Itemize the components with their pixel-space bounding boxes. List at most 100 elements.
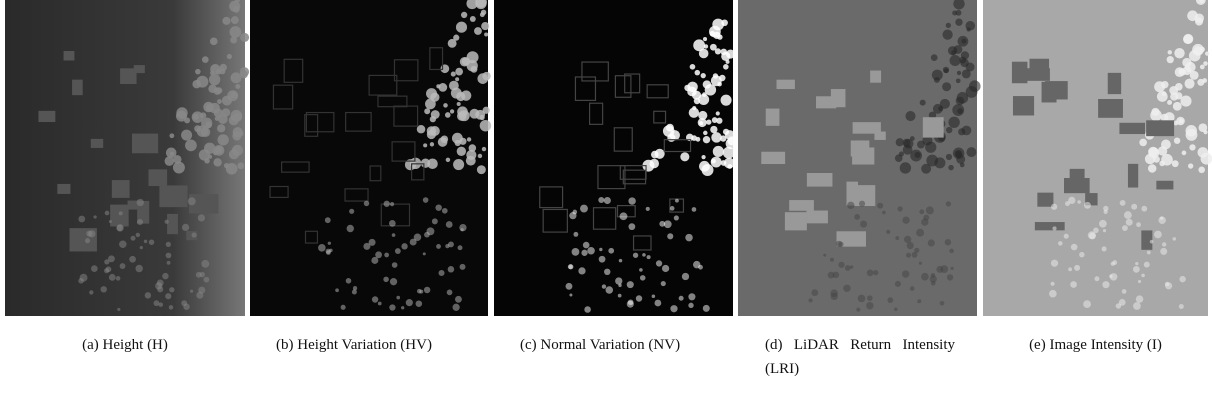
texture-shape xyxy=(727,136,736,145)
texture-shape xyxy=(480,120,491,131)
texture-shape xyxy=(1186,129,1198,141)
texture-shape xyxy=(628,197,635,204)
texture-shape xyxy=(920,100,926,106)
texture-shape xyxy=(690,64,696,70)
texture-shape xyxy=(1119,299,1126,306)
texture-shape xyxy=(1068,267,1072,271)
texture-shape xyxy=(155,282,162,289)
texture-shape xyxy=(1110,273,1118,281)
texture-shape xyxy=(670,206,675,211)
texture-shape xyxy=(845,265,851,271)
texture-shape xyxy=(235,84,240,89)
texture-shape xyxy=(1074,265,1080,271)
texture-shape xyxy=(190,290,193,293)
texture-shape xyxy=(726,49,735,58)
texture-shape xyxy=(137,219,143,225)
texture-shape xyxy=(136,233,140,237)
texture-shape xyxy=(866,302,873,309)
texture-shape xyxy=(109,274,116,281)
texture-shape xyxy=(692,207,697,212)
texture-shape xyxy=(1167,56,1174,63)
texture-shape xyxy=(231,72,242,83)
texture-shape xyxy=(1182,151,1187,156)
texture-shape xyxy=(1174,48,1184,58)
texture-shape xyxy=(1098,99,1123,118)
texture-shape xyxy=(599,256,606,263)
texture-shape xyxy=(726,60,730,64)
texture-shape xyxy=(455,68,463,76)
texture-shape xyxy=(222,108,231,117)
texture-shape xyxy=(874,132,885,140)
texture-shape xyxy=(446,158,450,162)
texture-shape xyxy=(469,144,477,152)
texture-shape xyxy=(224,163,229,168)
texture-shape xyxy=(459,138,466,145)
texture-shape xyxy=(204,158,210,164)
texture-shape xyxy=(442,208,448,214)
caption: (b) Height Variation (HV) xyxy=(276,333,462,357)
texture-shape xyxy=(647,255,651,259)
texture-shape xyxy=(240,33,249,42)
texture-shape xyxy=(870,71,881,83)
texture-shape xyxy=(856,308,860,312)
texture-shape xyxy=(204,277,210,283)
texture-shape xyxy=(699,49,709,59)
texture-shape xyxy=(392,262,398,268)
caption: (c) Normal Variation (NV) xyxy=(520,333,706,357)
texture-shape xyxy=(1058,241,1063,246)
texture-shape xyxy=(1122,225,1128,231)
texture-shape xyxy=(899,151,904,156)
texture-shape xyxy=(926,206,934,214)
texture-shape xyxy=(198,214,205,221)
texture-shape xyxy=(166,242,171,247)
texture-shape xyxy=(923,117,944,137)
texture-shape xyxy=(946,23,951,28)
texture-shape xyxy=(222,17,230,25)
texture-shape xyxy=(1156,181,1173,190)
texture-shape xyxy=(1185,62,1196,73)
texture-shape xyxy=(1079,252,1084,257)
texture-shape xyxy=(1147,251,1151,255)
texture-shape xyxy=(85,238,90,243)
texture-shape xyxy=(852,147,874,164)
texture-shape xyxy=(925,142,936,153)
texture-shape xyxy=(583,242,590,249)
texture-shape xyxy=(931,273,935,277)
texture-shape xyxy=(1045,81,1068,99)
texture-shape xyxy=(457,102,461,106)
texture-shape xyxy=(917,299,921,303)
texture-shape xyxy=(663,125,675,137)
texture-shape xyxy=(910,150,922,162)
texture-shape xyxy=(910,136,915,141)
texture-shape xyxy=(566,283,573,290)
texture-shape xyxy=(642,253,646,257)
texture-shape xyxy=(445,112,451,118)
texture-shape xyxy=(436,244,441,249)
texture-shape xyxy=(167,261,171,265)
texture-shape xyxy=(108,255,115,262)
texture-shape xyxy=(116,276,121,281)
texture-shape xyxy=(766,109,780,126)
texture-shape xyxy=(1172,160,1179,167)
texture-shape xyxy=(1150,110,1162,122)
texture-shape xyxy=(950,55,961,66)
texture-shape xyxy=(698,265,703,270)
texture-shape xyxy=(902,217,909,224)
texture-shape xyxy=(450,109,454,113)
texture-shape xyxy=(662,265,669,272)
texture-shape xyxy=(445,244,449,248)
texture-shape xyxy=(91,139,103,148)
texture-shape xyxy=(860,221,867,228)
texture-shape xyxy=(928,239,935,246)
texture-shape xyxy=(439,270,445,276)
texture-shape xyxy=(188,197,196,205)
texture-shape xyxy=(89,290,93,294)
texture-shape xyxy=(602,284,606,288)
texture-shape xyxy=(1198,167,1205,174)
texture-shape xyxy=(914,248,919,253)
texture-shape xyxy=(695,70,701,76)
texture-shape xyxy=(482,147,486,151)
texture-shape xyxy=(1162,91,1167,96)
texture-shape xyxy=(931,281,936,286)
texture-shape xyxy=(170,152,174,156)
